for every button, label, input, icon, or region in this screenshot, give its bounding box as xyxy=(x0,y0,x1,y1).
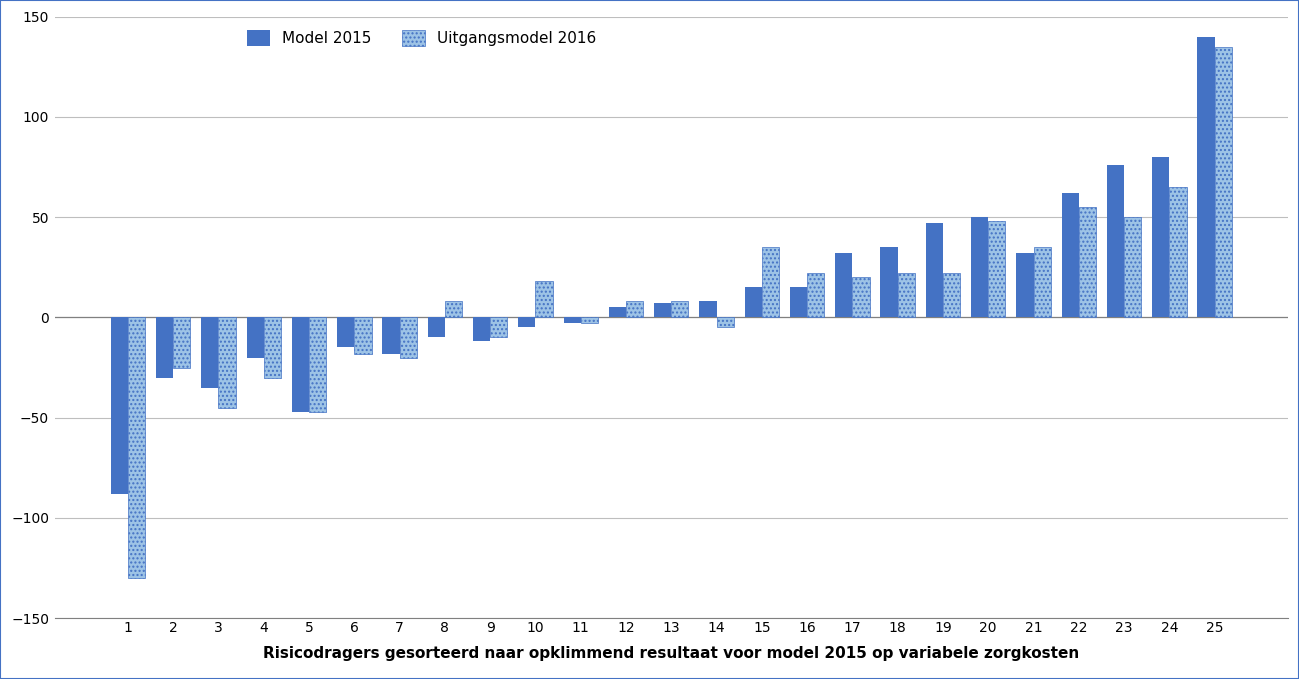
Bar xyxy=(852,277,869,317)
Bar xyxy=(427,317,444,337)
Bar xyxy=(717,317,734,327)
Bar xyxy=(898,273,914,317)
Bar xyxy=(173,317,191,367)
Bar xyxy=(790,287,807,317)
Bar xyxy=(473,317,490,342)
Bar xyxy=(309,317,326,411)
Bar xyxy=(1078,207,1096,317)
Bar xyxy=(338,317,355,348)
Bar xyxy=(989,221,1005,317)
Bar xyxy=(400,317,417,358)
Bar xyxy=(1198,37,1215,317)
Bar xyxy=(1061,193,1078,317)
Legend: Model 2015, Uitgangsmodel 2016: Model 2015, Uitgangsmodel 2016 xyxy=(247,31,596,46)
Bar xyxy=(444,301,462,317)
Bar xyxy=(127,317,145,578)
Bar xyxy=(355,317,372,354)
Bar xyxy=(807,273,825,317)
Bar xyxy=(382,317,400,354)
Bar xyxy=(292,317,309,411)
Bar xyxy=(926,223,943,317)
Bar xyxy=(1124,217,1142,317)
Bar xyxy=(835,253,852,317)
Bar xyxy=(655,304,672,317)
Bar xyxy=(518,317,535,327)
Bar xyxy=(535,281,552,317)
Bar xyxy=(218,317,235,407)
Bar xyxy=(564,317,581,323)
Bar xyxy=(672,301,688,317)
Bar xyxy=(609,308,626,317)
Bar xyxy=(490,317,508,337)
Bar xyxy=(1034,247,1051,317)
Bar xyxy=(972,217,989,317)
Bar xyxy=(881,247,898,317)
Bar xyxy=(264,317,281,378)
Bar xyxy=(247,317,264,358)
X-axis label: Risicodragers gesorteerd naar opklimmend resultaat voor model 2015 op variabele : Risicodragers gesorteerd naar opklimmend… xyxy=(264,646,1079,661)
Bar xyxy=(156,317,173,378)
Bar xyxy=(110,317,127,494)
Bar xyxy=(581,317,598,323)
Bar xyxy=(1215,47,1231,317)
Bar xyxy=(744,287,761,317)
Bar xyxy=(201,317,218,388)
Bar xyxy=(1107,165,1124,317)
Bar xyxy=(943,273,960,317)
Bar xyxy=(761,247,779,317)
Bar xyxy=(1152,157,1169,317)
Bar xyxy=(626,301,643,317)
Bar xyxy=(699,301,717,317)
Bar xyxy=(1169,187,1186,317)
Bar xyxy=(1016,253,1034,317)
